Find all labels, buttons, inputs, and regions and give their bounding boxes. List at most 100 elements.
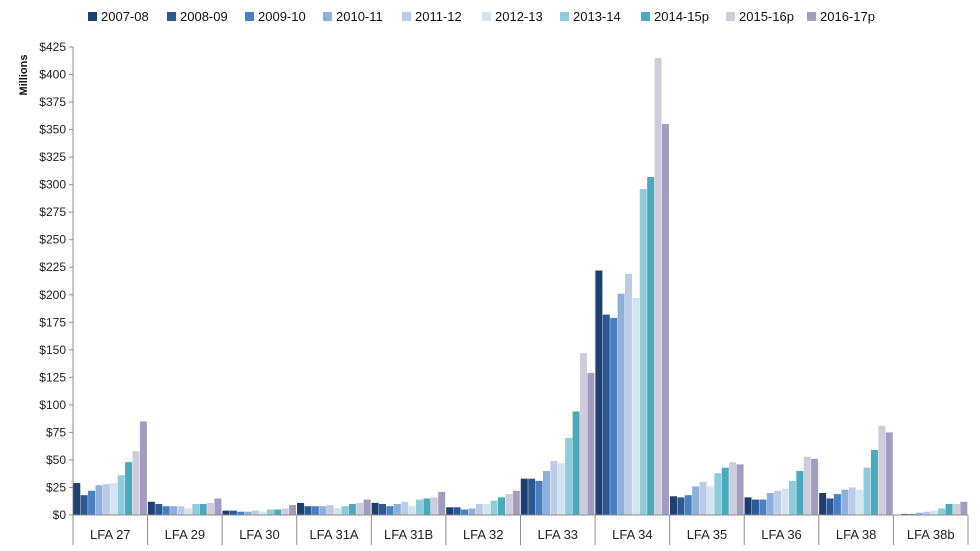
bar <box>751 499 759 515</box>
legend-swatch <box>560 12 569 21</box>
bar <box>505 494 513 515</box>
bar <box>923 511 931 515</box>
y-tick-label: $25 <box>46 480 66 494</box>
bar <box>468 508 476 515</box>
bar <box>88 490 96 515</box>
legend-label: 2013-14 <box>573 9 621 24</box>
bar <box>222 510 230 515</box>
bar <box>848 487 856 515</box>
bar <box>744 497 752 515</box>
x-tick-label: LFA 30 <box>239 527 279 542</box>
y-tick-label: $100 <box>39 398 66 412</box>
bar <box>139 421 147 515</box>
bar <box>430 497 438 515</box>
x-tick-label: LFA 32 <box>463 527 503 542</box>
bar <box>214 498 222 515</box>
y-tick-label: $300 <box>39 178 66 192</box>
bar <box>759 499 767 515</box>
bar <box>721 467 729 515</box>
bar <box>237 511 245 515</box>
bar <box>819 492 827 515</box>
bar <box>841 489 849 515</box>
bar <box>170 506 178 515</box>
bar <box>244 511 252 515</box>
bar <box>184 508 192 515</box>
bar <box>289 505 297 515</box>
legend-label: 2016-17p <box>820 9 875 24</box>
bar <box>95 485 103 515</box>
bar <box>729 462 737 515</box>
bar <box>639 189 647 516</box>
bar <box>498 497 506 515</box>
bar <box>528 478 536 515</box>
bar <box>833 494 841 515</box>
bar <box>796 470 804 515</box>
bar <box>624 273 632 515</box>
y-tick-label: $0 <box>53 508 67 522</box>
bar <box>297 502 305 515</box>
bar <box>856 489 864 515</box>
bar <box>714 473 722 515</box>
y-tick-label: $350 <box>39 123 66 137</box>
y-axis: $0 $25 $50 $75 $100 $125 $150 $175 $200 $225 $250 $… <box>39 40 74 522</box>
bar <box>192 503 200 515</box>
bar <box>453 507 461 515</box>
bar <box>781 488 789 515</box>
bar <box>73 483 81 515</box>
bar <box>274 509 282 515</box>
bar <box>512 490 520 515</box>
y-tick-label: $375 <box>39 95 66 109</box>
bar <box>803 456 811 515</box>
legend-label: 2012-13 <box>495 9 543 24</box>
y-tick-label: $225 <box>39 260 66 274</box>
bar <box>557 463 565 515</box>
bar <box>80 495 88 515</box>
legend-label: 2009-10 <box>258 9 306 24</box>
bar <box>863 467 871 515</box>
bar <box>386 506 394 515</box>
bar <box>304 506 312 515</box>
x-tick-label: LFA 27 <box>90 527 130 542</box>
y-tick-label: $250 <box>39 233 66 247</box>
bar <box>162 506 170 515</box>
x-axis: LFA 27 LFA 29 LFA 30 LFA 31A LFA 31B LFA 32 LF… <box>72 514 969 545</box>
bar <box>371 502 379 515</box>
bar <box>766 492 774 515</box>
legend-swatch <box>807 12 816 21</box>
bar <box>520 478 528 515</box>
bar <box>207 502 215 515</box>
legend-label: 2010-11 <box>336 9 383 24</box>
bar <box>475 503 483 515</box>
bar <box>788 480 796 515</box>
bar <box>311 506 319 515</box>
bar <box>677 497 685 515</box>
y-tick-label: $125 <box>39 370 66 384</box>
bar <box>490 500 498 515</box>
bar <box>117 475 125 515</box>
bar <box>416 499 424 515</box>
bar <box>945 503 953 515</box>
bar <box>259 511 267 515</box>
bar <box>535 480 543 515</box>
bar <box>661 124 669 515</box>
bar <box>379 503 387 515</box>
bar <box>901 513 909 515</box>
y-tick-label: $150 <box>39 343 66 357</box>
bar <box>915 512 923 515</box>
bar <box>930 510 938 515</box>
bar <box>684 495 692 515</box>
bar <box>647 176 655 515</box>
bar <box>617 293 625 515</box>
bar <box>281 508 289 515</box>
x-tick-label: LFA 34 <box>612 527 652 542</box>
bar <box>587 372 595 515</box>
bar <box>393 503 401 515</box>
legend-label: 2014-15p <box>654 9 709 24</box>
x-tick-label: LFA 33 <box>538 527 578 542</box>
bar <box>908 513 916 515</box>
bar <box>319 506 327 515</box>
bar <box>461 509 469 515</box>
bar <box>938 508 946 515</box>
y-axis-label: Millions <box>18 55 30 96</box>
